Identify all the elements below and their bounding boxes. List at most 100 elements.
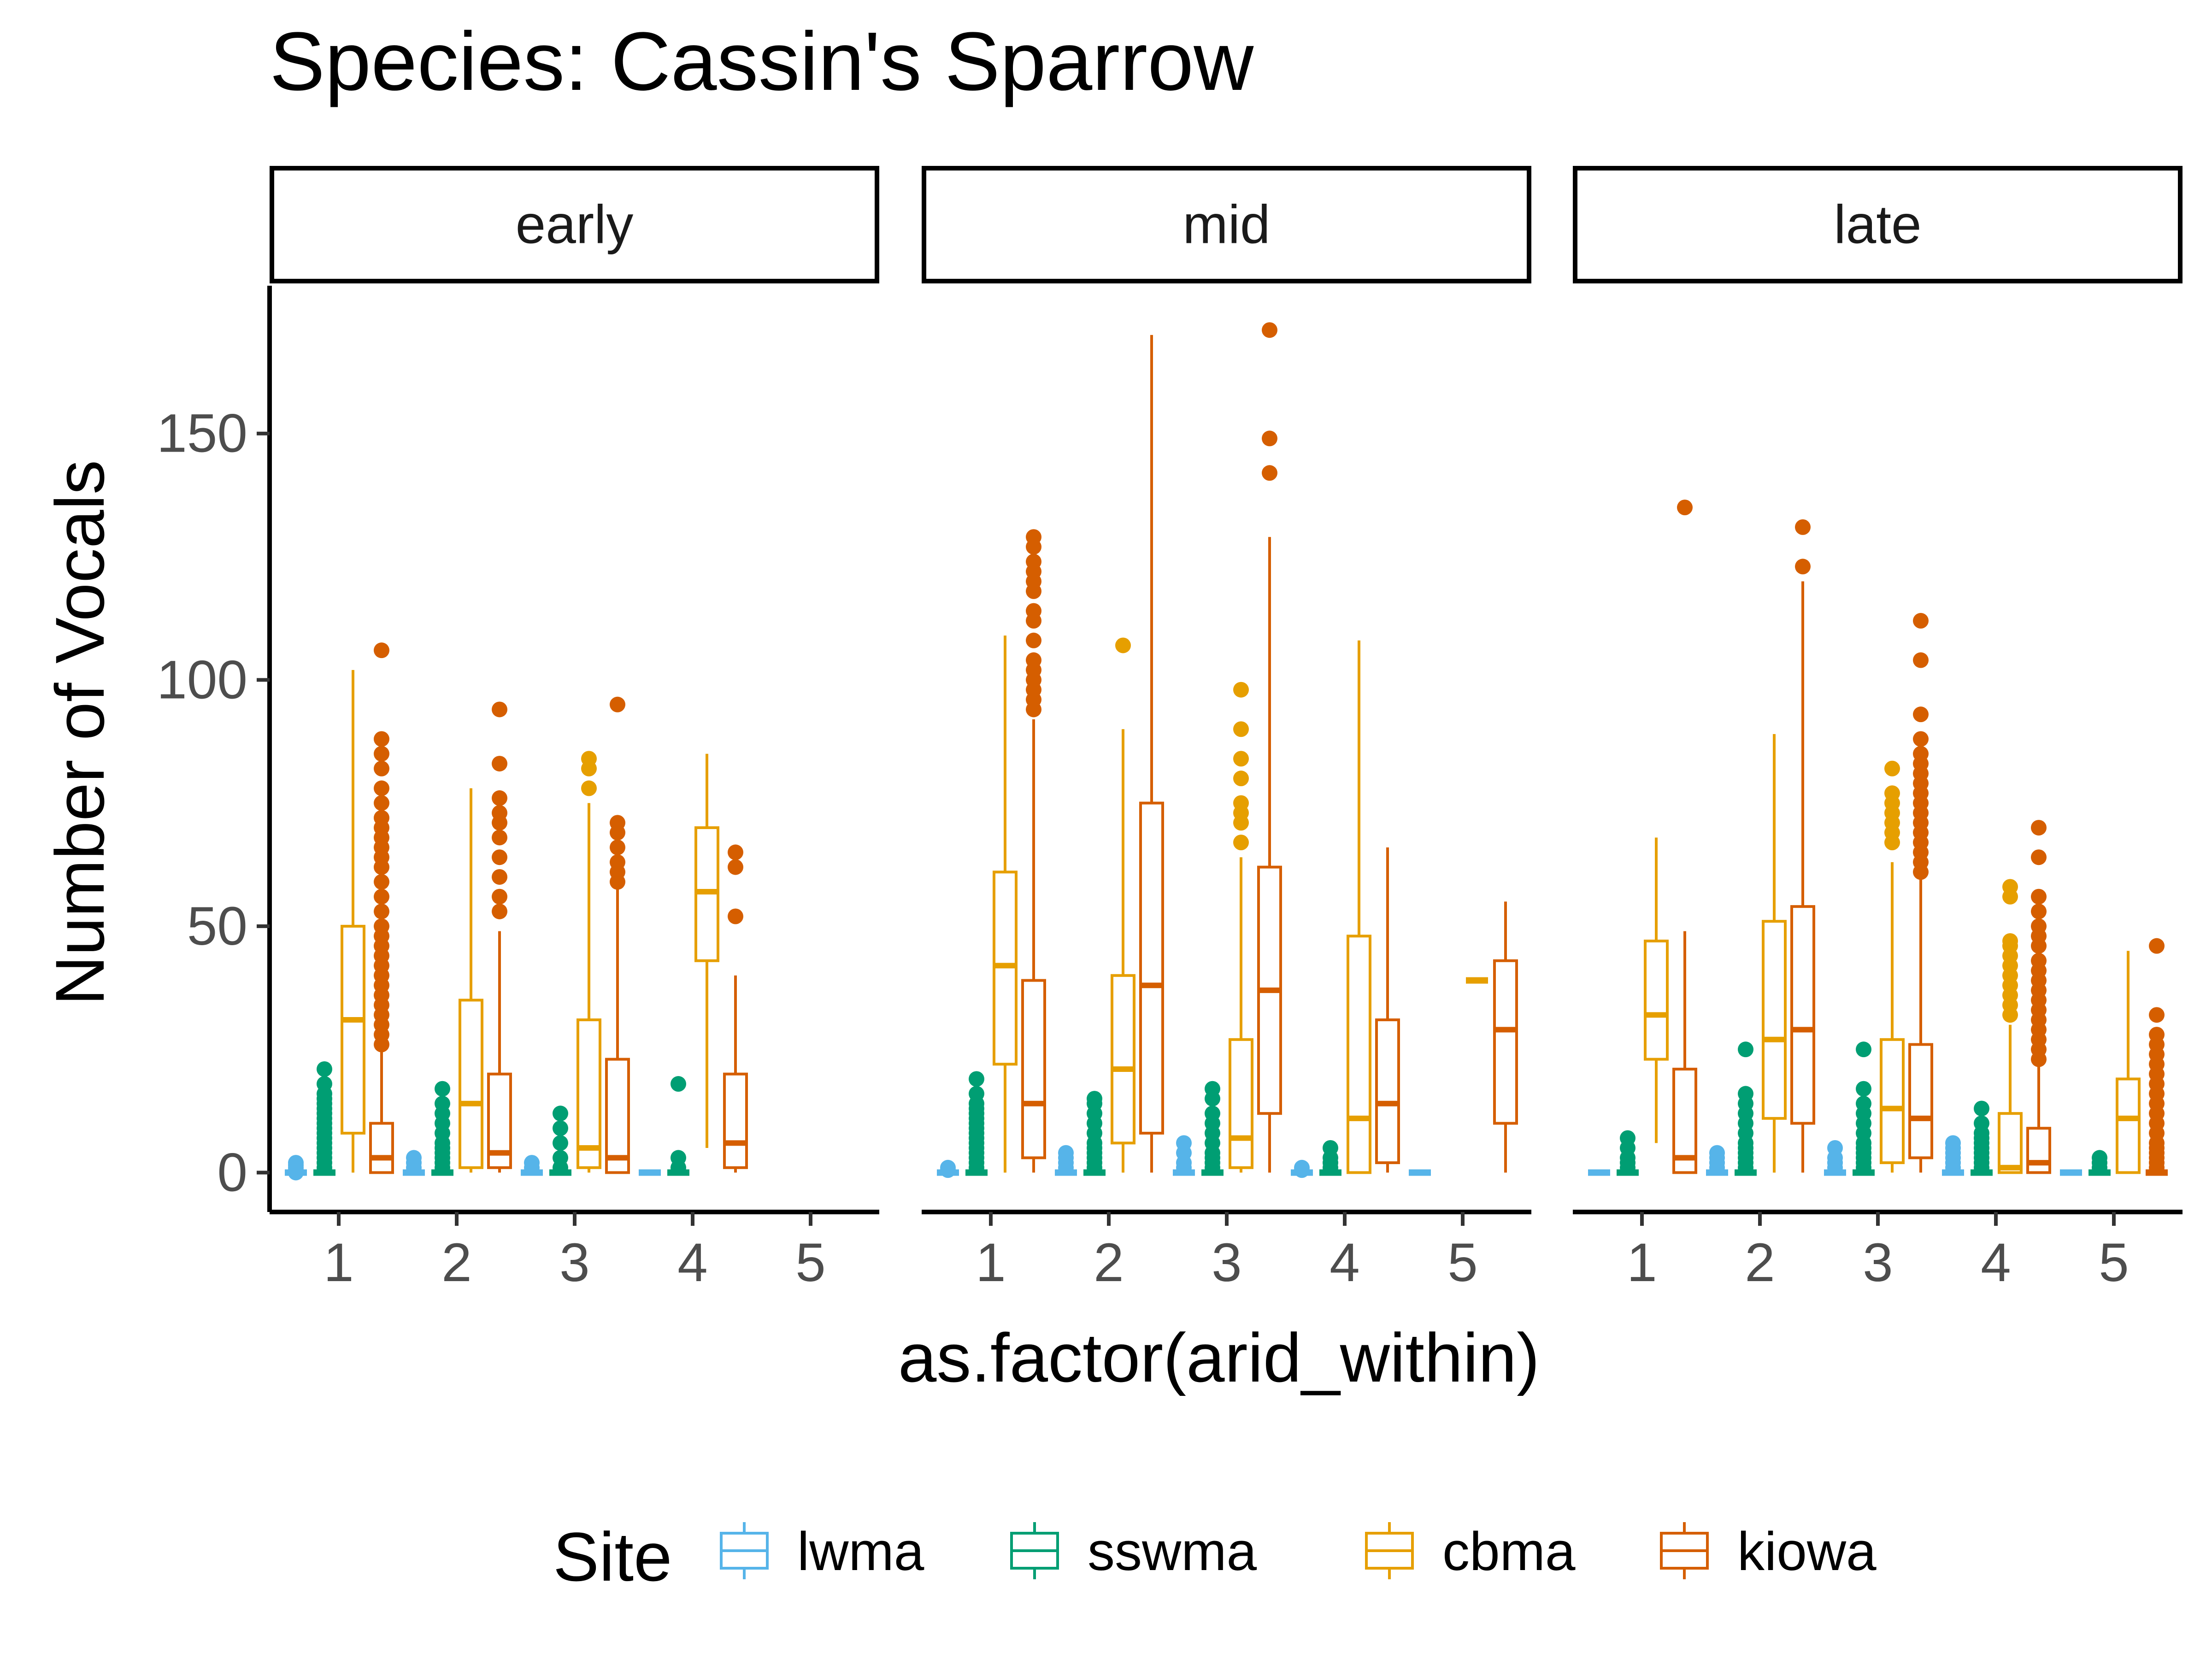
- outlier-point: [671, 1076, 686, 1092]
- y-tick-label: 0: [217, 1142, 247, 1203]
- box-body: [1493, 959, 1518, 1125]
- outlier-point: [492, 849, 507, 865]
- outlier-point: [1026, 529, 1041, 545]
- outlier-point: [492, 790, 507, 806]
- outlier-point: [317, 1076, 332, 1092]
- outlier-point: [1913, 731, 1929, 747]
- outlier-point: [2149, 1007, 2165, 1023]
- outlier-point: [492, 830, 507, 846]
- outlier-point: [1913, 746, 1929, 762]
- box-lwma-3: [521, 1155, 543, 1176]
- legend: Site lwma sswma cbma kiowa: [553, 1518, 1877, 1595]
- box-body: [605, 1058, 630, 1174]
- outlier-point: [1233, 721, 1249, 737]
- box-cbma-5: [2116, 951, 2141, 1174]
- box-cbma-3: [1229, 682, 1253, 1173]
- box-sswma-4: [1971, 1100, 1993, 1176]
- outlier-point: [435, 1095, 450, 1112]
- outlier-point: [1176, 1135, 1192, 1151]
- box-body: [1375, 1018, 1400, 1165]
- box-cbma-1: [341, 670, 365, 1173]
- box-body: [1790, 905, 1815, 1125]
- box-lwma-1: [937, 1159, 959, 1178]
- outlier-point: [1058, 1145, 1074, 1161]
- box-kiowa-1: [1672, 500, 1697, 1174]
- box-cbma-4: [1998, 879, 2023, 1174]
- box-body: [1644, 939, 1669, 1061]
- outlier-point: [374, 918, 389, 934]
- box-kiowa-2: [487, 701, 512, 1173]
- outlier-point: [492, 869, 507, 885]
- y-tick-label: 50: [187, 896, 247, 957]
- box-lwma-2: [1706, 1145, 1728, 1176]
- box-body: [1347, 935, 1371, 1174]
- facet-panels: early 1 2 3 4 5 mid 1 2 3 4 5 late 1 2 3 4 5: [270, 166, 2183, 1293]
- outlier-point: [1913, 706, 1929, 723]
- outlier-point: [969, 1071, 984, 1087]
- facet-strip: [1573, 166, 2183, 283]
- legend-key-lwma: [720, 1522, 769, 1579]
- outlier-point: [1026, 553, 1041, 570]
- outlier-point: [1974, 1115, 1989, 1131]
- outlier-point: [374, 888, 389, 905]
- outlier-point: [1709, 1145, 1725, 1161]
- outlier-point: [553, 1150, 568, 1166]
- box-body: [1880, 1038, 1905, 1165]
- outlier-point: [1233, 795, 1249, 811]
- legend-label-sswma: sswma: [1088, 1521, 1257, 1582]
- facet-label: mid: [1182, 194, 1270, 255]
- box-sswma-1: [1617, 1130, 1639, 1176]
- box-body: [1111, 974, 1135, 1145]
- x-tick-label: 5: [795, 1232, 826, 1293]
- box-kiowa-4: [1375, 847, 1400, 1173]
- y-axis: 0 50 100 150: [157, 286, 272, 1212]
- outlier-point: [288, 1155, 304, 1171]
- outlier-point: [1856, 1081, 1871, 1097]
- x-tick-label: 3: [1212, 1232, 1242, 1293]
- box-body: [1139, 801, 1164, 1135]
- outlier-point: [1205, 1106, 1220, 1122]
- box-sswma-5: [2088, 1150, 2111, 1176]
- outlier-point: [2031, 820, 2047, 836]
- outlier-point: [581, 780, 597, 796]
- outlier-point: [1827, 1140, 1843, 1156]
- outlier-point: [2002, 933, 2018, 949]
- outlier-point: [374, 810, 389, 826]
- outlier-point: [374, 780, 389, 796]
- box-kiowa-1: [369, 642, 394, 1174]
- outlier-point: [374, 731, 389, 747]
- legend-key-kiowa: [1660, 1522, 1709, 1579]
- x-axis-label: as.factor(arid_within): [898, 1319, 1540, 1396]
- outlier-point: [1115, 637, 1131, 653]
- box-body: [2026, 1127, 2051, 1174]
- outlier-point: [1262, 430, 1277, 447]
- box-kiowa-4: [723, 844, 748, 1173]
- outlier-point: [492, 756, 507, 772]
- x-tick-label: 1: [324, 1232, 354, 1293]
- facet-panel-late: late 1 2 3 4 5: [1573, 166, 2183, 1293]
- box-kiowa-1: [1021, 529, 1046, 1173]
- box-cbma-2: [1762, 734, 1787, 1173]
- outlier-point: [1884, 760, 1900, 777]
- outlier-point: [2031, 849, 2047, 865]
- outlier-point: [2031, 903, 2047, 919]
- outlier-point: [1323, 1140, 1338, 1156]
- box-body: [1908, 1043, 1933, 1159]
- box-body: [1762, 920, 1787, 1120]
- legend-label-cbma: cbma: [1442, 1521, 1576, 1582]
- outlier-point: [1087, 1091, 1102, 1107]
- outlier-point: [940, 1159, 956, 1176]
- legend-label-lwma: lwma: [797, 1521, 924, 1582]
- x-tick-label: 5: [1447, 1232, 1478, 1293]
- box-sswma-3: [1853, 1041, 1875, 1176]
- box-cbma-1: [993, 635, 1018, 1173]
- x-tick-label: 4: [1330, 1232, 1360, 1293]
- outlier-point: [406, 1150, 422, 1166]
- y-tick-label: 150: [157, 403, 247, 464]
- facet-label: late: [1834, 194, 1921, 255]
- x-tick-label: 3: [559, 1232, 590, 1293]
- box-cbma-3: [577, 751, 601, 1173]
- outlier-point: [728, 859, 743, 875]
- legend-title: Site: [553, 1518, 672, 1595]
- outlier-point: [1026, 603, 1041, 619]
